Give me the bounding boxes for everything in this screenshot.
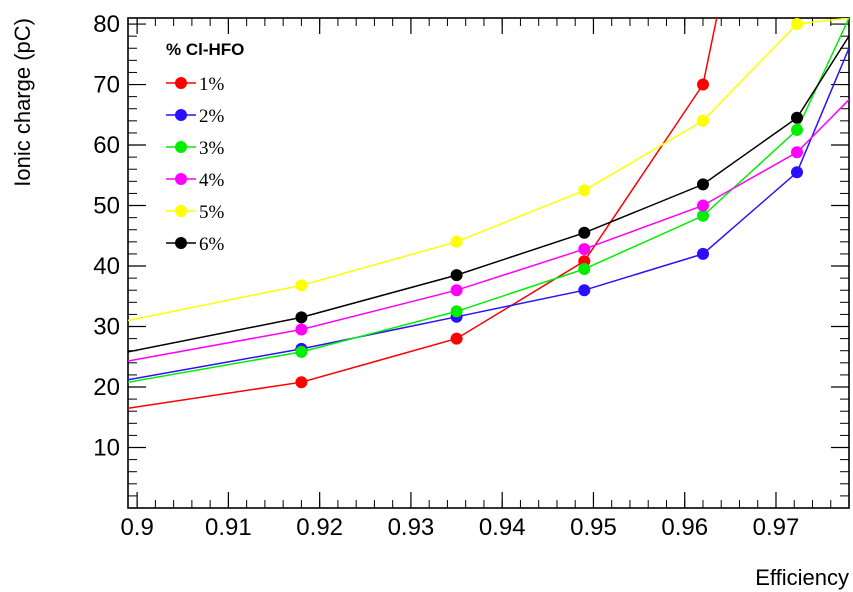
x-tick-label: 0.94 [479,514,526,541]
data-point-2 [697,247,709,260]
data-point-6 [697,178,709,191]
legend-marker-6 [175,237,187,249]
x-tick-label: 0.92 [296,514,343,541]
x-tick-label: 0.93 [388,514,435,541]
legend-marker-3 [175,141,187,153]
data-point-3 [578,263,591,275]
legend-title: % Cl-HFO [166,40,244,59]
legend-label-1: 1% [199,74,225,95]
data-point-1 [697,78,709,91]
y-tick-label: 10 [93,435,120,462]
data-point-5 [295,279,308,292]
series-line-1 [128,18,718,409]
data-point-6 [578,226,591,239]
y-tick-label: 70 [93,72,120,99]
x-tick-label: 0.97 [753,514,800,541]
plot-frame [127,17,850,509]
legend-marker-4 [175,173,187,185]
data-point-6 [295,311,308,324]
x-tick-label: 0.91 [205,514,252,541]
data-point-3 [295,345,308,358]
data-point-4 [578,243,591,256]
y-tick-label: 50 [93,193,120,220]
data-point-5 [450,235,463,248]
data-point-1 [295,376,308,389]
data-point-3 [697,209,709,222]
legend: % Cl-HFO 1% 2% 3% 4% 5% 6% [166,40,244,255]
data-point-3 [791,123,803,136]
x-axis-title: Efficiency [755,565,849,590]
data-point-5 [578,184,591,197]
legend-label-3: 3% [199,138,225,159]
data-point-4 [791,146,803,159]
x-tick-label: 0.9 [120,514,153,541]
legend-label-4: 4% [199,170,225,191]
legend-label-2: 2% [199,106,225,127]
data-point-3 [450,305,463,318]
legend-label-5: 5% [199,202,225,223]
y-tick-label: 20 [93,374,120,401]
y-tick-label: 40 [93,253,120,280]
data-point-4 [697,199,709,212]
data-point-2 [791,166,803,179]
legend-marker-2 [175,109,187,121]
data-point-5 [791,18,803,30]
x-tick-label: 0.95 [570,514,617,541]
data-point-6 [791,111,803,124]
data-point-4 [450,284,463,297]
data-point-6 [450,269,463,282]
x-tick-label: 0.96 [661,514,708,541]
y-axis-title: Ionic charge (pC) [10,18,35,187]
ticks-layer: 0.9 0.91 0.92 0.93 0.94 0.95 0.96 0.97 10 20 30 40 5… [93,11,850,541]
data-point-4 [295,323,308,336]
data-point-1 [450,332,463,345]
y-tick-label: 30 [93,314,120,341]
data-point-5 [697,114,709,127]
y-tick-label: 80 [93,11,120,38]
legend-marker-5 [175,205,187,217]
legend-marker-1 [175,77,187,89]
series-layer [128,18,849,409]
legend-label-6: 6% [199,234,225,255]
data-point-2 [578,284,591,297]
y-tick-label: 60 [93,132,120,159]
